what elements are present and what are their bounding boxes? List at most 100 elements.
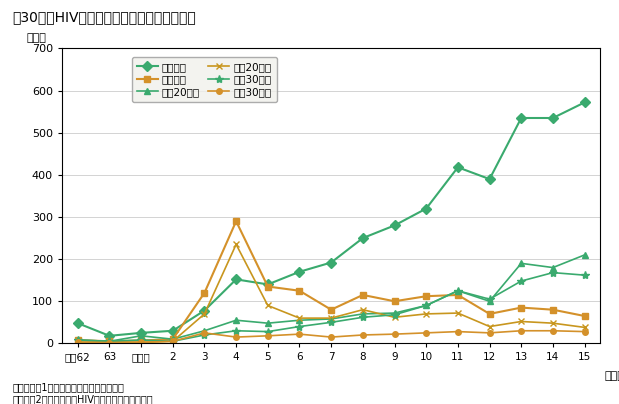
女性総数 [169,337,176,342]
男性総数 [454,165,462,170]
女戂20歳代 [423,311,430,316]
女戂20歳代 [359,307,366,312]
男性総数 [359,236,366,240]
Line: 男戂20歳代: 男戂20歳代 [74,251,588,345]
男戂30歳代 [423,303,430,308]
男戂20歳代 [169,337,176,342]
Text: （人）: （人） [27,33,47,42]
Text: 第30図　HIV感染者の性別，年代別年次推移: 第30図 HIV感染者の性別，年代別年次推移 [12,10,196,24]
男性総数 [486,177,493,181]
男性総数 [581,100,588,105]
女戂20歳代 [296,316,303,320]
Line: 男戂30歳代: 男戂30歳代 [74,268,589,345]
Text: （備考）　1．厚生労働省資料より作成。: （備考） 1．厚生労働省資料より作成。 [12,382,124,392]
男戂20歳代 [581,252,588,257]
女戂20歳代 [264,303,272,308]
男戂30歳代 [232,328,240,333]
女戂20歳代 [391,315,398,320]
女戂30歳代 [581,329,588,334]
男戂20歳代 [201,328,208,333]
男戂30歳代 [391,312,398,317]
女戂20歳代 [232,242,240,247]
Text: 2．各年の新規HIV感染者報告数である。: 2．各年の新規HIV感染者報告数である。 [12,394,153,404]
男戂20歳代 [74,338,82,343]
男戂20歳代 [423,303,430,308]
女戂30歳代 [106,340,113,345]
女戂20歳代 [169,339,176,344]
女戂20歳代 [486,324,493,329]
女戂30歳代 [549,328,556,333]
男戂30歳代 [486,297,493,301]
女性総数 [74,338,82,343]
女戂20歳代 [549,321,556,326]
男性総数 [201,308,208,313]
女性総数 [423,294,430,299]
Legend: 男性総数, 女性総数, 男戂20歳代, 女戂20歳代, 男戂30歳代, 女戂30歳代: 男性総数, 女性総数, 男戂20歳代, 女戂20歳代, 男戂30歳代, 女戂30… [132,57,277,102]
女戂30歳代 [423,330,430,335]
女戂30歳代 [454,329,462,334]
女戂20歳代 [517,319,525,324]
男戂20歳代 [391,311,398,316]
男戂20歳代 [454,288,462,293]
男性総数 [423,206,430,211]
女戂30歳代 [486,330,493,335]
女戂20歳代 [201,311,208,316]
男戂20歳代 [486,299,493,304]
Line: 女戂20歳代: 女戂20歳代 [74,241,588,346]
男戂30歳代 [137,338,145,343]
女性総数 [359,292,366,297]
男戂20歳代 [359,311,366,316]
男性総数 [327,260,335,265]
女戂30歳代 [391,332,398,337]
女性総数 [454,292,462,297]
女戂30歳代 [74,340,82,345]
女戂30歳代 [517,328,525,333]
女戂20歳代 [106,340,113,345]
Line: 女戂30歳代: 女戂30歳代 [75,328,587,345]
男戂20歳代 [106,339,113,344]
男戂20歳代 [137,333,145,338]
男性総数 [296,269,303,274]
女戂20歳代 [454,311,462,316]
女戂30歳代 [201,330,208,335]
女戂20歳代 [327,316,335,320]
男戂30歳代 [549,270,556,275]
男戂30歳代 [74,338,82,343]
男性総数 [517,116,525,120]
女戂30歳代 [327,335,335,339]
男性総数 [232,277,240,282]
男戂30歳代 [296,324,303,329]
女性総数 [517,305,525,310]
女戂20歳代 [581,325,588,330]
Line: 女性総数: 女性総数 [75,219,587,344]
女性総数 [264,284,272,289]
女戂30歳代 [359,332,366,337]
男性総数 [137,330,145,335]
女性総数 [581,314,588,318]
男性総数 [169,328,176,333]
男戂30歳代 [201,332,208,337]
男戂30歳代 [581,273,588,278]
女性総数 [391,299,398,304]
男戂30歳代 [106,339,113,344]
女性総数 [137,338,145,343]
男戂30歳代 [517,279,525,284]
男戂20歳代 [517,261,525,266]
男戂20歳代 [327,317,335,322]
男性総数 [74,321,82,326]
男性総数 [264,282,272,287]
女性総数 [232,219,240,224]
男戂30歳代 [454,288,462,293]
Text: （年）: （年） [605,371,619,381]
男性総数 [106,333,113,338]
女戂20歳代 [137,340,145,345]
男戂30歳代 [264,329,272,334]
男性総数 [549,116,556,120]
女戂30歳代 [169,339,176,344]
Line: 男性総数: 男性総数 [74,99,588,339]
男性総数 [391,223,398,228]
女性総数 [296,288,303,293]
女戂30歳代 [296,332,303,337]
女戂30歳代 [232,335,240,339]
女戂30歳代 [264,333,272,338]
